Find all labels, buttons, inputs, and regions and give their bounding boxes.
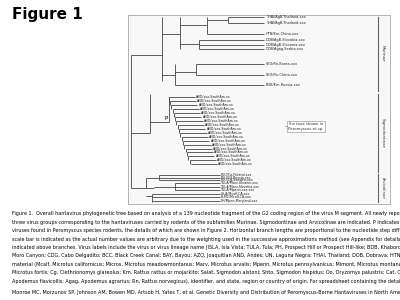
Text: AND/xxx-SouthAm-xx: AND/xxx-SouthAm-xx — [209, 135, 244, 139]
Text: AND/xxx-SouthAm-xx: AND/xxx-SouthAm-xx — [200, 107, 235, 111]
Text: DOB/AgB-Slovenia-xxx: DOB/AgB-Slovenia-xxx — [266, 43, 306, 47]
Text: Murinae: Murinae — [381, 45, 385, 62]
Text: AND/xxx-SouthAm-xx: AND/xxx-SouthAm-xx — [204, 119, 239, 123]
Text: BDB/Km-Russia-xxx: BDB/Km-Russia-xxx — [266, 83, 300, 87]
Text: three virus groups corresponding to the hantaviruses carried by rodents of the s: three virus groups corresponding to the … — [12, 220, 400, 225]
Text: AND/xxx-SouthAm-xx: AND/xxx-SouthAm-xx — [217, 158, 252, 162]
Text: Figure 1: Figure 1 — [12, 8, 83, 22]
Text: DOB/Agag-Serbia-xxx: DOB/Agag-Serbia-xxx — [266, 47, 304, 51]
Text: PUU/Cg-Russia-xxx: PUU/Cg-Russia-xxx — [221, 176, 251, 180]
Text: TULA/Marv-Slovakia-xxx: TULA/Marv-Slovakia-xxx — [221, 184, 260, 189]
Text: TULA/Mpenn-xxx-xxx: TULA/Mpenn-xxx-xxx — [221, 188, 255, 192]
Text: scale bar is indicated as the actual number values are arbitrary due to the weig: scale bar is indicated as the actual num… — [12, 237, 400, 242]
Text: DOB/AgB-Slovakia-xxx: DOB/AgB-Slovakia-xxx — [266, 38, 306, 42]
Text: AND/xxx-SouthAm-xx: AND/xxx-SouthAm-xx — [213, 146, 248, 151]
Text: Apodemus flavicollis; Agag, Apodemus agrarius; Rn, Rattus norvegicus), identifie: Apodemus flavicollis; Agag, Apodemus agr… — [12, 279, 400, 284]
Text: THAI/AgB-Thailand-xxx: THAI/AgB-Thailand-xxx — [266, 21, 306, 25]
Text: TULA/Marv-Ukraine-xxx: TULA/Marv-Ukraine-xxx — [221, 181, 259, 185]
Text: PH/Mpen-Maryland-xxx: PH/Mpen-Maryland-xxx — [221, 199, 258, 203]
Text: AND/xxx-SouthAm-xx: AND/xxx-SouthAm-xx — [198, 99, 232, 103]
Text: AND/xxx-SouthAm-xx: AND/xxx-SouthAm-xx — [212, 142, 246, 147]
Text: Six taxa shown in
Peromyscus et sp.: Six taxa shown in Peromyscus et sp. — [288, 122, 324, 131]
Text: AND/xxx-SouthAm-xx: AND/xxx-SouthAm-xx — [201, 111, 236, 115]
Text: ELMC/McaIf-CA-xxx: ELMC/McaIf-CA-xxx — [221, 195, 252, 200]
Text: AND/xxx-SouthAm-xx: AND/xxx-SouthAm-xx — [216, 154, 250, 158]
Text: THAI/AgB-Thailand-xxx: THAI/AgB-Thailand-xxx — [266, 15, 306, 19]
Text: Moro Canyon; CDG, Cabo Delgadito; BCC, Black Creek Canal; BAY, Bayou; AZQ, Joaqu: Moro Canyon; CDG, Cabo Delgadito; BCC, B… — [12, 254, 400, 259]
Text: AND/xxx-SouthAm-xx: AND/xxx-SouthAm-xx — [199, 103, 234, 107]
Text: viruses found in Peromyscus species rodents, the details of which are shown in F: viruses found in Peromyscus species rode… — [12, 228, 400, 233]
Text: Microtus fortis; Cg, Clethrionomys glareolus; Km, Rattus rattus or mojarkito; Sa: Microtus fortis; Cg, Clethrionomys glare… — [12, 270, 400, 275]
Text: AND/xxx-SouthAm-xx: AND/xxx-SouthAm-xx — [214, 151, 249, 154]
Text: ISLA/McaIf-CA-xxx: ISLA/McaIf-CA-xxx — [221, 192, 250, 196]
Text: AND/xxx-SouthAm-xx: AND/xxx-SouthAm-xx — [205, 123, 240, 127]
Text: AND/xxx-SouthAm-xx: AND/xxx-SouthAm-xx — [196, 95, 231, 99]
Text: P: P — [164, 116, 167, 121]
Text: HTN/Km-China-xxx: HTN/Km-China-xxx — [266, 32, 299, 36]
Text: AND/xxx-SouthAm-xx: AND/xxx-SouthAm-xx — [203, 115, 238, 119]
Text: indicated above branches. Virus labels include the virus or virus lineage name (: indicated above branches. Virus labels i… — [12, 245, 400, 250]
Text: Arvicolinae: Arvicolinae — [381, 177, 385, 199]
Text: AND/xxx-SouthAm-xx: AND/xxx-SouthAm-xx — [207, 127, 241, 131]
Text: Figure 1.  Overall hantavirus phylogenetic tree based on analysis of a 139 nucle: Figure 1. Overall hantavirus phylogeneti… — [12, 212, 400, 217]
Text: AND/xxx-SouthAm-xx: AND/xxx-SouthAm-xx — [208, 131, 243, 135]
Text: PUU/Cg-Sweden-xxx: PUU/Cg-Sweden-xxx — [221, 178, 254, 182]
Text: AND/xxx-SouthAm-xx: AND/xxx-SouthAm-xx — [210, 139, 245, 142]
Text: material (McaIf, Microtus californicus; Micros, Microtus meadowmontanus; Marv, M: material (McaIf, Microtus californicus; … — [12, 262, 400, 267]
Text: SEO/Rn-Korea-xxx: SEO/Rn-Korea-xxx — [266, 62, 298, 66]
Text: SEO/Rn-China-xxx: SEO/Rn-China-xxx — [266, 73, 298, 76]
Text: AND/xxx-SouthAm-xx: AND/xxx-SouthAm-xx — [218, 162, 253, 166]
Text: Monroe MC, Morzunov SP, Johnson AM, Bowen MD, Artsob H, Yates T, et al. Genetic : Monroe MC, Morzunov SP, Johnson AM, Bowe… — [12, 290, 400, 295]
Text: PUU/Cg-Finland-xxx: PUU/Cg-Finland-xxx — [221, 173, 252, 177]
Text: Sigmodontinae: Sigmodontinae — [381, 118, 385, 148]
